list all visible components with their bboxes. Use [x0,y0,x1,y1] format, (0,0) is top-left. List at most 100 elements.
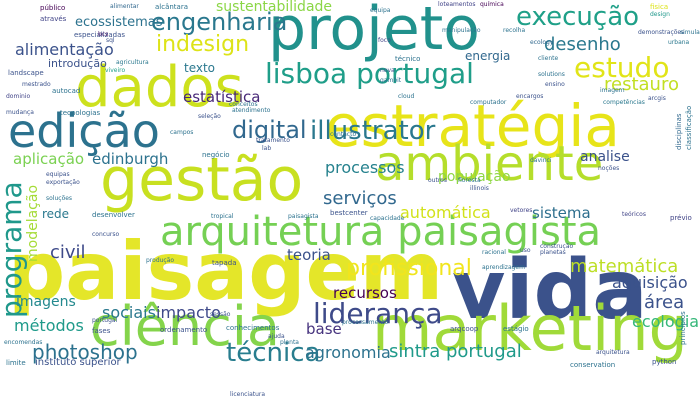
word-texto: texto [184,61,216,75]
word-profissional: profissional [346,256,472,281]
word-cliente: cliente [538,55,559,62]
word-viveiro: viveiro [105,67,126,74]
word-lab: lab [262,145,272,152]
word-uso: uso [520,247,531,254]
word-fisica: fisica [650,3,669,11]
word-foco: foco [378,37,391,44]
word-atendimento: atendimento [232,107,271,114]
word-capacidade: capacidade [370,215,405,222]
word-tapada: tapada [212,259,237,267]
word-agricultura: agricultura [116,59,149,66]
word-conceitos: conceitos [229,101,258,108]
word-selecao: seleção [198,113,221,120]
word-civil: civil [50,242,86,263]
word-illinois: illinois [470,185,489,192]
word-sql: sql [106,37,115,44]
word-processamento: processamento [342,319,389,326]
word-ordenamento: ordenamento [160,326,208,334]
word-arquitetura: arquitetura [596,349,630,356]
word-fases: fases [92,327,111,335]
word-ecology: ecology [530,39,554,46]
word-sustentabilidade: sustentabilidade [216,0,333,15]
word-outros: outros [428,177,447,184]
word-arqcoop: arqcoop [450,325,479,333]
word-dados: dados [75,55,244,120]
word-manipulacao: manipulação [442,27,481,34]
word-instituto-superior: instituto superior [35,357,121,368]
word-nocoes: noções [598,165,620,172]
word-ciencia: ciência [90,295,280,358]
word-mudanca: mudança [6,109,34,116]
word-introducao: introdução [48,57,107,70]
word-python: python [652,358,677,366]
word-matematica: matemática [570,256,679,277]
word-floresta: floresta [458,177,481,184]
word-area: área [644,292,685,313]
word-agronomia: agronomia [305,343,391,362]
word-mestrado: mestrado [22,81,51,88]
word-restauro: restauro [604,74,679,95]
word-ecossistemas: ecossistemas [75,15,163,30]
word-populacao: população [438,169,511,185]
word-simulacoes: simulações [680,29,700,36]
word-arquitetura-paisagista: arquitetura paisagista [160,209,602,255]
word-solutions: solutions [538,71,565,78]
word-vida: vida [452,243,648,338]
word-encomendas: encomendas [4,339,43,346]
word-impacto: impacto [156,303,221,322]
word-tropical: tropical [211,213,234,220]
word-previo: prévio [670,214,692,222]
word-equipa: equipa [370,7,391,14]
word-quimica: química [480,1,504,8]
word-loteamentos: loteamentos [438,1,476,8]
word-construcao: construção [540,243,574,250]
word-classificacao: classificação [685,105,693,150]
word-competencias: competências [603,99,645,106]
word-rede: rede [42,207,70,221]
word-concurso: concurso [92,231,120,238]
word-recolha: recolha [503,27,526,34]
word-ecologia: ecologia [632,312,700,331]
word-equipas: equipas [46,171,70,178]
word-landscape: landscape [8,69,44,77]
word-dominio: dominio [6,93,31,100]
word-disciplinas: disciplinas [675,113,683,150]
word-teoria: teoria [287,246,331,264]
word-computador: computador [470,99,507,106]
word-negocio: negócio [202,151,230,159]
word-producao: produção [146,257,175,264]
word-desenvolver: desenvolver [92,211,135,219]
word-engenharia: engenharia [151,8,288,36]
word-lideranca: liderança [313,297,443,330]
word-execucao: execução [516,2,640,32]
word-aprendizagem: aprendizagem [482,264,525,271]
word-recursos: recursos [333,284,397,302]
word-energia: energia [465,49,511,63]
word-imagens: imagens [16,294,76,310]
word-encargos: encargos [516,93,544,100]
word-gambit: gambit [380,77,402,84]
word-publico: público [40,4,66,12]
word-edinburgh: edinburgh [92,150,169,168]
word-licenciatura: licenciatura [230,391,266,398]
word-tecnica: técnica [226,338,321,368]
word-solucoes: soluções [46,195,73,202]
word-limite: limite [6,359,26,367]
word-urbana: urbana [668,39,690,46]
word-aplicacao: aplicação [13,150,85,168]
word-especializadas: especializadas [74,31,126,39]
word-ajuda: ajuda [268,333,285,340]
word-cloud: cloud [398,93,415,100]
word-conservation: conservation [570,361,616,369]
word-planta: planta [280,339,299,346]
word-contacto: contacto [330,131,357,138]
word-design: design [650,11,670,18]
word-demonstracoes: demonstrações [638,29,685,36]
word-lisboa-portugal: lisboa portugal [265,57,474,90]
word-alcantara: alcântara [155,3,189,11]
word-nova: nova [380,67,395,74]
word-photoshop: photoshop [32,340,138,364]
word-sintra-portugal: sintra portugal [389,341,522,362]
word-autocad: autocad [52,87,81,95]
word-bestcenter: bestcenter [330,209,368,217]
